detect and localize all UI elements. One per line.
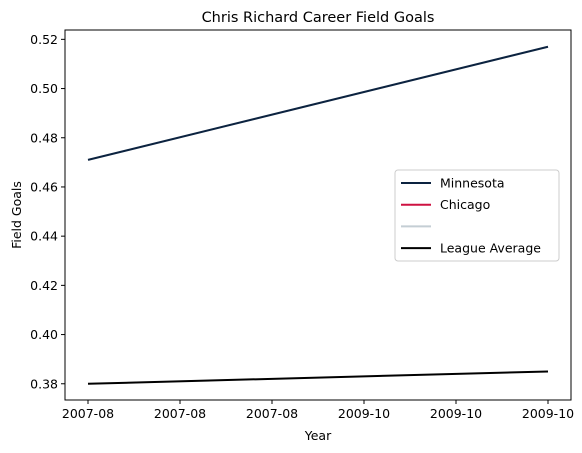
legend-box bbox=[394, 169, 560, 262]
y-tick-label: 0.44 bbox=[30, 229, 58, 244]
y-tick-label: 0.46 bbox=[30, 179, 58, 194]
legend-label: Minnesota bbox=[440, 176, 505, 191]
y-tick-label: 0.38 bbox=[30, 376, 58, 391]
y-axis-label: Field Goals bbox=[9, 181, 24, 249]
legend-label: Chicago bbox=[440, 197, 490, 212]
y-tick-label: 0.52 bbox=[30, 32, 58, 47]
x-axis-label: Year bbox=[304, 428, 332, 443]
plot-lines bbox=[87, 45, 549, 385]
legend: Minnesota Chicago League Average bbox=[394, 169, 560, 262]
x-tick-label: 2007-08 bbox=[246, 406, 298, 421]
chart-title: Chris Richard Career Field Goals bbox=[202, 10, 435, 26]
y-axis: 0.38 0.40 0.42 0.44 0.46 0.48 0.50 0.52 bbox=[30, 32, 65, 391]
x-axis: 2007-08 2007-08 2007-08 2009-10 2009-10 2009-… bbox=[62, 400, 574, 421]
x-tick-label: 2007-08 bbox=[62, 406, 114, 421]
plot-frame bbox=[64, 29, 572, 401]
y-tick-label: 0.50 bbox=[30, 81, 58, 96]
y-tick-label: 0.48 bbox=[30, 130, 58, 145]
x-tick-label: 2009-10 bbox=[522, 406, 574, 421]
series-line-minnesota bbox=[87, 45, 549, 161]
x-tick-label: 2009-10 bbox=[338, 406, 390, 421]
y-tick-label: 0.42 bbox=[30, 278, 58, 293]
legend-label: League Average bbox=[440, 241, 541, 256]
x-tick-label: 2007-08 bbox=[154, 406, 206, 421]
series-line-league-average bbox=[87, 370, 549, 385]
y-tick-label: 0.40 bbox=[30, 327, 58, 342]
x-tick-label: 2009-10 bbox=[430, 406, 482, 421]
